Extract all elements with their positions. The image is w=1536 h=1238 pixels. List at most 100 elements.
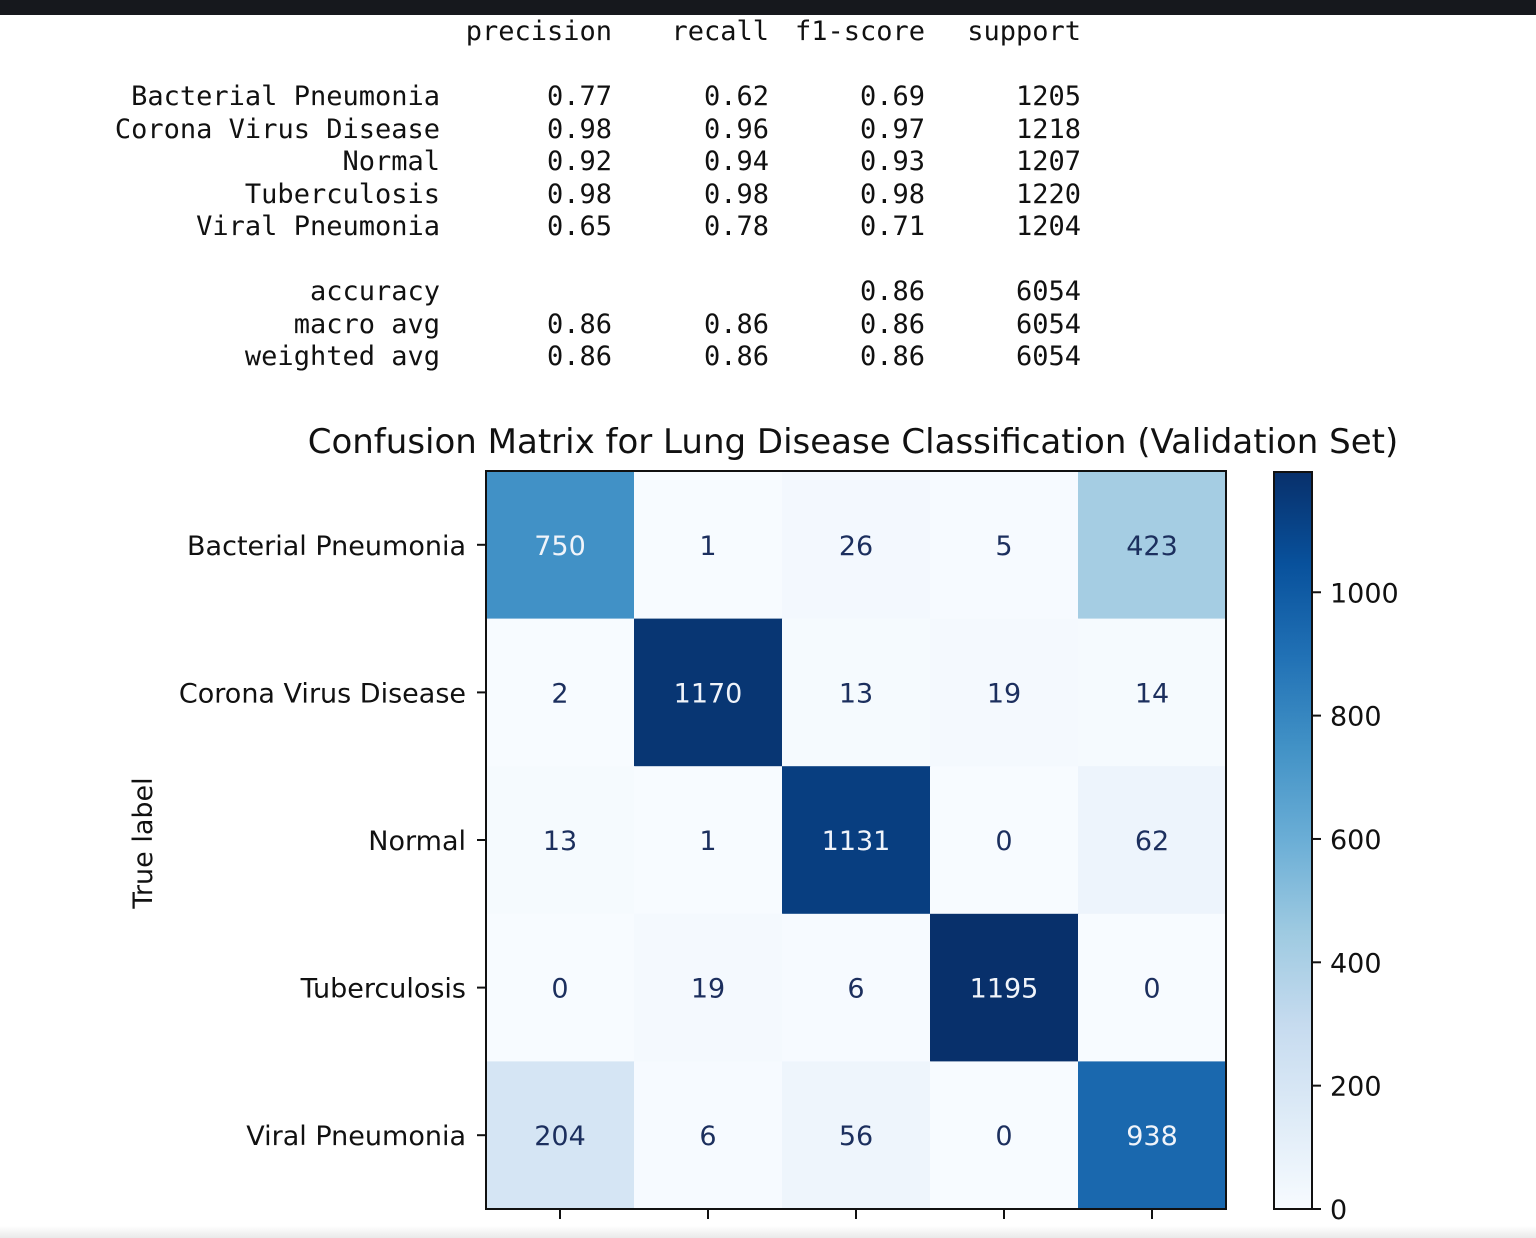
cell-value: 1195: [970, 974, 1039, 1005]
report-header-precision: precision: [465, 16, 612, 47]
row-label: Normal: [368, 826, 466, 857]
matrix-cell: [930, 913, 1079, 1062]
report-row-label: Bacterial Pneumonia: [131, 81, 440, 112]
report-cell-precision: 0.77: [546, 81, 612, 112]
report-row-label: Normal: [342, 146, 440, 177]
matrix-cell: [486, 1061, 635, 1210]
report-summary-label: weighted avg: [244, 341, 440, 372]
report-row-label: Corona Virus Disease: [114, 114, 440, 145]
report-cell-f1: 0.93: [859, 146, 925, 177]
cell-value: 62: [1135, 826, 1169, 857]
matrix-cell: [782, 471, 931, 620]
report-summary-recall: 0.86: [703, 309, 769, 340]
report-cell-recall: 0.78: [703, 211, 769, 242]
row-labels: Bacterial Pneumonia Corona Virus Disease N…: [179, 531, 486, 1152]
report-header-support: support: [967, 16, 1081, 47]
report-summary-f1: 0.86: [859, 276, 925, 307]
report-header-recall: recall: [671, 16, 769, 47]
matrix-cell: [634, 471, 783, 620]
matrix-cell: [634, 618, 783, 767]
report-cell-support: 1220: [1015, 179, 1081, 210]
cell-value: 2: [551, 678, 568, 709]
cell-value: 204: [534, 1121, 586, 1152]
report-cell-f1: 0.97: [859, 114, 925, 145]
cell-value: 19: [691, 974, 725, 1005]
cell-value: 750: [534, 531, 586, 562]
report-cell-recall: 0.94: [703, 146, 769, 177]
report-summary-support: 6054: [1015, 276, 1081, 307]
report-cell-recall: 0.62: [703, 81, 769, 112]
classification-report: precision recall f1-score support Bacterial …: [0, 0, 1536, 400]
matrix-cell: [930, 766, 1079, 915]
bottom-scroll-edge: [0, 1226, 1536, 1238]
report-summary-recall: 0.86: [703, 341, 769, 372]
report-cell-support: 1205: [1015, 81, 1081, 112]
matrix-cell: [782, 766, 931, 915]
report-summary-f1: 0.86: [859, 309, 925, 340]
matrix-cell: [782, 913, 931, 1062]
matrix-cell: [930, 1061, 1079, 1210]
cell-value: 56: [839, 1121, 873, 1152]
colorbar-tick-label: 0: [1330, 1195, 1347, 1226]
cell-value: 13: [543, 826, 577, 857]
matrix-cell: [1078, 1061, 1227, 1210]
cell-value: 0: [995, 1121, 1012, 1152]
report-cell-recall: 0.98: [703, 179, 769, 210]
colorbar-tick-label: 200: [1330, 1072, 1382, 1103]
matrix-cell: [486, 766, 635, 915]
cell-value: 19: [987, 678, 1021, 709]
cell-value: 13: [839, 678, 873, 709]
report-summary-precision: 0.86: [546, 341, 612, 372]
report-header-f1: f1-score: [794, 16, 925, 47]
report-cell-support: 1204: [1015, 211, 1081, 242]
row-label: Tuberculosis: [300, 974, 466, 1005]
cell-value: 26: [839, 531, 873, 562]
matrix-cell: [1078, 766, 1227, 915]
cell-value: 5: [995, 531, 1012, 562]
colorbar: [1273, 471, 1313, 1210]
cell-value: 0: [551, 974, 568, 1005]
cell-value: 6: [699, 1121, 716, 1152]
x-ticks: [559, 1209, 1153, 1219]
cell-value: 1: [699, 826, 716, 857]
report-summary-label: accuracy: [309, 276, 440, 307]
matrix-frame: [485, 470, 1227, 1210]
cell-value: 938: [1126, 1121, 1178, 1152]
matrix-cell: [486, 618, 635, 767]
row-label: Bacterial Pneumonia: [187, 531, 466, 562]
matrix-cell: [1078, 618, 1227, 767]
report-cell-precision: 0.98: [546, 114, 612, 145]
matrix-cell: [782, 1061, 931, 1210]
report-summary-support: 6054: [1015, 341, 1081, 372]
matrix-values: 750 1 26 5 423 2 1170 13 19 14 13 1 1131 0 62 0 19 6 1195 0…: [534, 531, 1178, 1152]
cell-value: 1: [699, 531, 716, 562]
report-cell-recall: 0.96: [703, 114, 769, 145]
colorbar-tick-label: 1000: [1330, 578, 1399, 609]
report-row-label: Viral Pneumonia: [196, 211, 440, 242]
cell-value: 0: [995, 826, 1012, 857]
report-cell-precision: 0.92: [546, 146, 612, 177]
matrix-cells: [486, 471, 1227, 1210]
report-cell-f1: 0.69: [859, 81, 925, 112]
matrix-cell: [930, 471, 1079, 620]
matrix-cell: [1078, 913, 1227, 1062]
matrix-cell: [486, 471, 635, 620]
report-cell-precision: 0.98: [546, 179, 612, 210]
report-summary-f1: 0.86: [859, 341, 925, 372]
colorbar-tick-label: 400: [1330, 948, 1382, 979]
matrix-cell: [1078, 471, 1227, 620]
cell-value: 0: [1143, 974, 1160, 1005]
report-cell-support: 1218: [1015, 114, 1081, 145]
report-row-label: Tuberculosis: [244, 179, 440, 210]
cell-value: 6: [847, 974, 864, 1005]
row-label: Viral Pneumonia: [246, 1121, 466, 1152]
row-label: Corona Virus Disease: [179, 678, 466, 709]
chart-title: Confusion Matrix for Lung Disease Classi…: [308, 422, 1399, 462]
report-cell-support: 1207: [1015, 146, 1081, 177]
report-summary-support: 6054: [1015, 309, 1081, 340]
cell-value: 1131: [822, 826, 891, 857]
y-axis-label: True label: [128, 777, 159, 909]
report-cell-precision: 0.65: [546, 211, 612, 242]
matrix-cell: [486, 913, 635, 1062]
